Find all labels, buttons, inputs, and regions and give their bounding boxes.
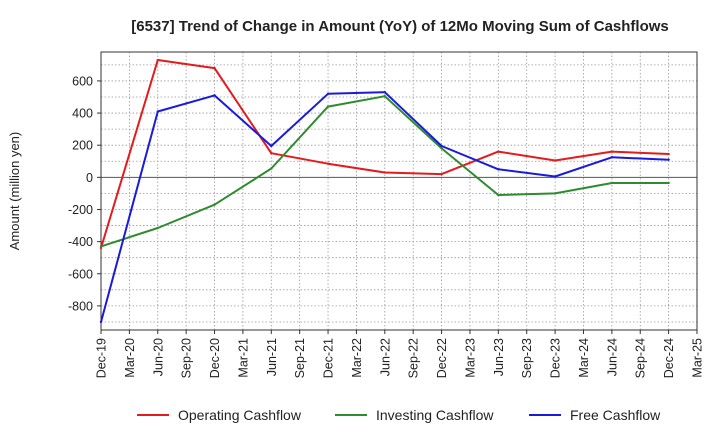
data-point-investing-cashflow <box>553 192 557 195</box>
data-point-operating-cashflow <box>156 58 159 62</box>
data-point-free-cashflow <box>326 92 330 95</box>
data-point-operating-cashflow <box>270 152 273 155</box>
data-point-investing-cashflow <box>667 181 670 185</box>
data-point-free-cashflow <box>213 94 216 97</box>
y-axis-label: Amount (million yen) <box>7 132 22 251</box>
data-point-free-cashflow <box>156 110 159 113</box>
y-tick-label: -200 <box>68 203 93 217</box>
y-tick-label: -600 <box>68 267 93 281</box>
data-point-free-cashflow <box>440 144 443 148</box>
grid <box>100 52 698 330</box>
x-tick-label: Sep-24 <box>634 338 648 378</box>
x-tick-label: Jun-23 <box>492 338 506 376</box>
y-tick-label: 200 <box>72 139 93 153</box>
x-tick-label: Sep-21 <box>293 338 307 378</box>
data-point-free-cashflow <box>99 320 103 324</box>
x-tick-label: Dec-22 <box>435 338 449 378</box>
x-tick-label: Dec-19 <box>95 338 109 378</box>
data-point-investing-cashflow <box>99 245 103 248</box>
x-tick-label: Sep-22 <box>407 338 421 378</box>
data-point-free-cashflow <box>270 144 273 148</box>
data-point-operating-cashflow <box>553 159 557 162</box>
x-tick-label: Dec-23 <box>549 338 563 378</box>
x-tick-label: Dec-21 <box>322 338 336 378</box>
data-point-investing-cashflow <box>497 193 500 197</box>
y-axis: -800 -600 -400 -200 0 200 400 600 <box>68 74 101 313</box>
x-tick-label: Mar-21 <box>236 338 250 378</box>
legend-label-free-cashflow: Free Cashflow <box>570 407 661 423</box>
data-point-operating-cashflow <box>383 171 387 174</box>
legend-label-operating-cashflow: Operating Cashflow <box>178 407 302 423</box>
x-tick-label: Dec-20 <box>208 338 222 378</box>
data-point-investing-cashflow <box>213 203 216 206</box>
x-tick-label: Mar-24 <box>577 338 591 378</box>
data-point-free-cashflow <box>610 156 614 159</box>
y-tick-label: 0 <box>86 171 93 185</box>
data-point-operating-cashflow <box>440 172 443 176</box>
data-point-operating-cashflow <box>667 152 670 156</box>
x-tick-label: Jun-22 <box>378 338 392 376</box>
data-point-operating-cashflow <box>213 66 216 70</box>
x-tick-label: Sep-20 <box>180 338 194 378</box>
x-tick-label: Jun-21 <box>265 338 279 376</box>
chart-title: [6537] Trend of Change in Amount (YoY) o… <box>131 18 669 35</box>
y-tick-label: -800 <box>68 299 93 313</box>
data-point-investing-cashflow <box>326 105 330 108</box>
legend: Operating Cashflow Investing Cashflow Free… <box>137 407 661 423</box>
data-point-free-cashflow <box>667 158 670 161</box>
x-tick-label: Mar-22 <box>350 338 364 378</box>
y-tick-label: -400 <box>68 235 93 249</box>
data-point-investing-cashflow <box>156 226 159 230</box>
y-tick-label: 400 <box>72 107 93 121</box>
data-point-operating-cashflow <box>610 150 614 153</box>
x-tick-label: Mar-23 <box>463 338 477 378</box>
x-tick-label: Mar-25 <box>691 338 705 378</box>
data-point-operating-cashflow <box>326 162 330 165</box>
x-axis: Dec-19 Mar-20 Jun-20 Sep-20 Dec-20 Mar-21 Jun-… <box>95 330 705 378</box>
x-tick-label: Sep-23 <box>520 338 534 378</box>
x-tick-label: Mar-20 <box>123 338 137 378</box>
data-point-free-cashflow <box>383 90 387 94</box>
legend-label-investing-cashflow: Investing Cashflow <box>376 407 494 423</box>
data-point-investing-cashflow <box>383 94 387 98</box>
plot-area <box>100 51 698 331</box>
y-tick-label: 600 <box>72 74 93 88</box>
data-point-investing-cashflow <box>610 181 614 185</box>
data-point-free-cashflow <box>497 168 500 171</box>
data-point-investing-cashflow <box>440 147 443 150</box>
data-point-free-cashflow <box>553 175 557 178</box>
x-tick-label: Jun-24 <box>605 338 619 376</box>
series-lines <box>99 58 670 324</box>
x-tick-label: Dec-24 <box>662 338 676 378</box>
data-point-operating-cashflow <box>497 150 500 153</box>
x-tick-label: Jun-20 <box>151 338 165 376</box>
data-point-investing-cashflow <box>270 167 273 170</box>
